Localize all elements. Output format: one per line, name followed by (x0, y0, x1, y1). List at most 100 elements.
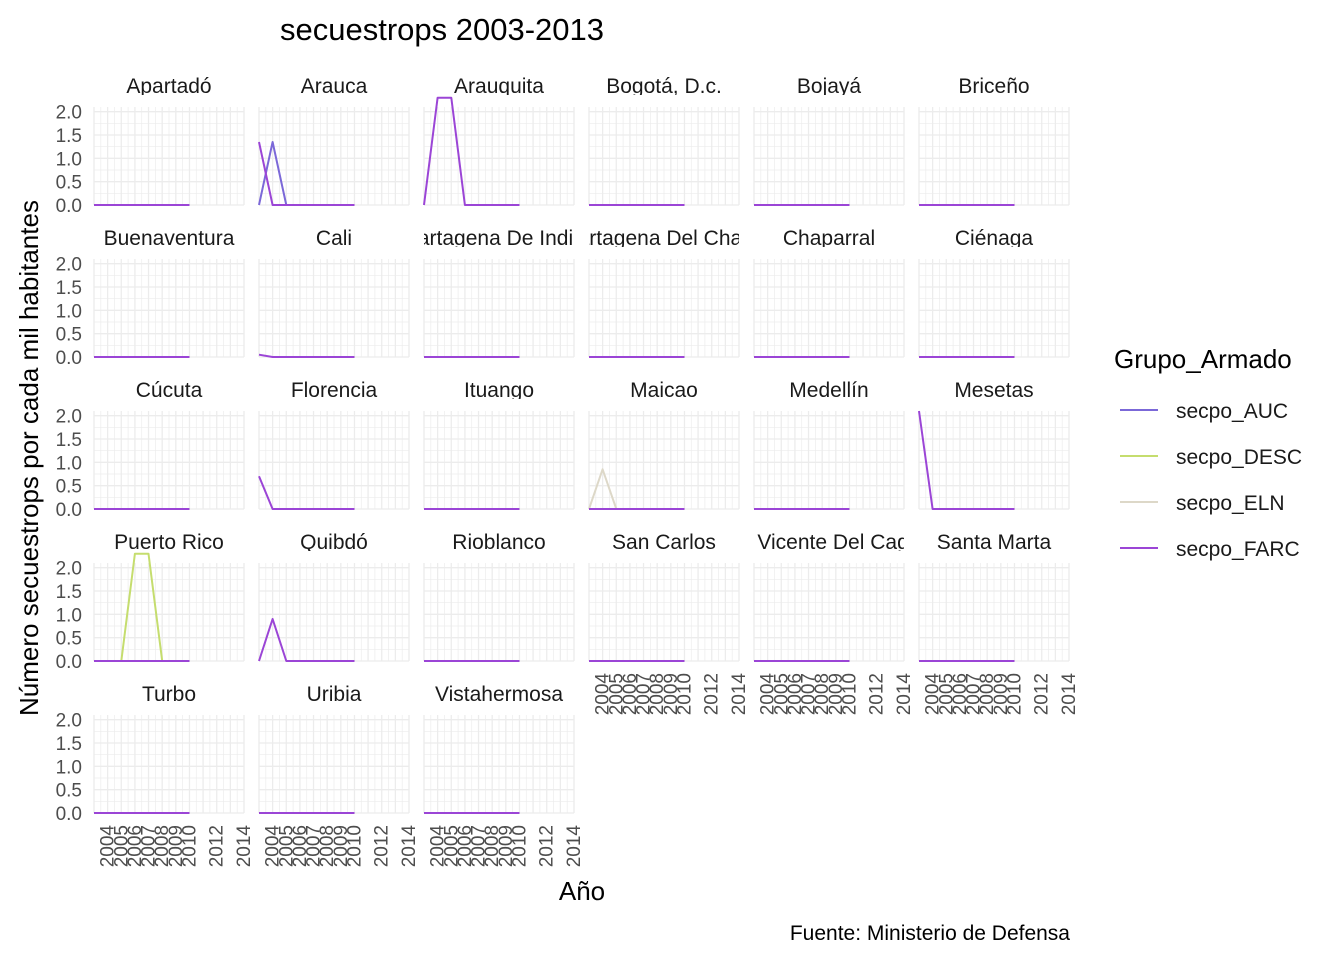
series-line-secpo_FARC (918, 410, 1015, 510)
facet-strip-label: Santa Marta (937, 531, 1052, 554)
facet-panel: Bojayá (753, 75, 905, 206)
y-tick-label: 1.0 (56, 453, 82, 474)
x-tick-label: 2010 (509, 825, 530, 867)
legend-item: secpo_DESC (1120, 446, 1302, 469)
series-line-secpo_FARC (423, 96, 520, 206)
x-tick-label: 2009 (331, 825, 352, 867)
y-tick-label: 2.0 (56, 407, 82, 428)
x-tick-label: 2005 (276, 825, 297, 867)
x-tick-label: 2006 (785, 673, 806, 715)
facet-strip-label: Apartadó (126, 75, 211, 98)
y-tick-label: 1.5 (56, 734, 82, 755)
facet-strip-label: Turbo (142, 683, 196, 706)
series-line-secpo_FARC (258, 353, 355, 358)
y-tick-label: 0.5 (56, 629, 82, 650)
facet-panel: San Vicente Del Caguán200420052006200720… (753, 531, 915, 715)
y-tick-label: 1.5 (56, 430, 82, 451)
facet-panel: Apartadó 0.00.5 1.01.52.0 (56, 75, 245, 217)
facet-strip-label: Arauca (301, 75, 368, 98)
x-tick-label: 2008 (317, 825, 338, 867)
y-tick-label: 2.0 (56, 559, 82, 580)
legend-item: secpo_FARC (1120, 538, 1300, 561)
legend-label: secpo_ELN (1176, 492, 1285, 515)
y-tick-label: 0.0 (56, 348, 82, 369)
x-tick-label: 2014 (399, 825, 420, 868)
x-tick-label: 2004 (98, 825, 119, 868)
x-tick-label: 2007 (304, 825, 325, 867)
caption: Fuente: Ministerio de Defensa (790, 922, 1070, 945)
facet-strip-label: Florencia (291, 379, 378, 402)
x-tick-label: 2005 (936, 673, 957, 715)
y-tick-label: 0.5 (56, 477, 82, 498)
x-axis-title: Año (559, 876, 605, 906)
x-tick-label: 2008 (647, 673, 668, 715)
x-tick-label: 2012 (1032, 673, 1053, 715)
facet-strip-label: San Carlos (612, 531, 716, 554)
facet-panel: Quibdó (258, 531, 410, 662)
facet-strip-label: Chaparral (783, 227, 875, 250)
y-tick-label: 2.0 (56, 255, 82, 276)
x-tick-label: 2004 (593, 673, 614, 716)
y-tick-label: 0.0 (56, 196, 82, 217)
series-line-secpo_FARC (258, 618, 355, 662)
legend-item: secpo_AUC (1120, 400, 1288, 423)
x-tick-label: 2005 (441, 825, 462, 867)
y-tick-label: 1.5 (56, 278, 82, 299)
x-tick-label: 2007 (139, 825, 160, 867)
x-tick-label: 2008 (812, 673, 833, 715)
chart-title: secuestrops 2003-2013 (280, 12, 604, 47)
x-tick-label: 2004 (263, 825, 284, 868)
legend: secpo_AUC secpo_DESC secpo_ELN secpo_FARC (1120, 400, 1302, 561)
facet-strip-label: Arauquita (454, 75, 544, 98)
facet-strip-label: Buenaventura (104, 227, 235, 250)
x-tick-label: 2010 (344, 825, 365, 867)
x-tick-label: 2007 (964, 673, 985, 715)
facet-panel: Rioblanco (423, 531, 575, 662)
x-tick-label: 2012 (867, 673, 888, 715)
x-tick-label: 2009 (496, 825, 517, 867)
x-tick-label: 2005 (771, 673, 792, 715)
facet-strip-label: Puerto Rico (114, 531, 224, 554)
y-tick-label: 0.0 (56, 804, 82, 825)
y-tick-label: 1.5 (56, 582, 82, 603)
x-tick-label: 2012 (702, 673, 723, 715)
x-tick-label: 2009 (826, 673, 847, 715)
x-tick-label: 2012 (537, 825, 558, 867)
x-tick-label: 2007 (799, 673, 820, 715)
facet-strip-label: Cartagena De Indias (403, 227, 596, 250)
y-tick-label: 0.0 (56, 652, 82, 673)
x-tick-label: 2006 (620, 673, 641, 715)
facet-panel: Turbo 0.00.5 1.01.52.0 20042005200620072008… (56, 683, 255, 867)
x-tick-label: 2010 (839, 673, 860, 715)
x-tick-label: 2012 (372, 825, 393, 867)
series-line-secpo_FARC (258, 475, 355, 510)
facet-strip-label: Briceño (958, 75, 1029, 98)
facet-panel: Cartagena Del Chairá (562, 227, 765, 358)
facet-strip-label: Cartagena Del Chairá (562, 227, 765, 250)
facet-panel: Arauca (258, 75, 410, 206)
x-tick-label: 2006 (950, 673, 971, 715)
y-tick-label: 2.0 (56, 103, 82, 124)
facet-panel: Florencia (258, 379, 410, 510)
facet-panel: Cartagena De Indias (403, 227, 596, 358)
facet-panel: Arauquita (423, 75, 575, 206)
x-tick-label: 2007 (469, 825, 490, 867)
x-tick-label: 2009 (166, 825, 187, 867)
facet-panel: Mesetas (918, 379, 1070, 510)
legend-title: Grupo_Armado (1114, 344, 1292, 374)
y-tick-label: 1.0 (56, 301, 82, 322)
facet-strip-label: Ituango (464, 379, 534, 402)
facet-strip-label: Ciénaga (955, 227, 1034, 250)
x-tick-label: 2010 (674, 673, 695, 715)
facet-panel: Ciénaga (918, 227, 1070, 358)
x-tick-label: 2009 (661, 673, 682, 715)
y-tick-label: 1.0 (56, 605, 82, 626)
facet-strip-label: Mesetas (954, 379, 1033, 402)
facet-strip-label: Medellín (789, 379, 868, 402)
facet-panel: Vistahermosa 2004200520062007200820092010… (423, 683, 585, 867)
